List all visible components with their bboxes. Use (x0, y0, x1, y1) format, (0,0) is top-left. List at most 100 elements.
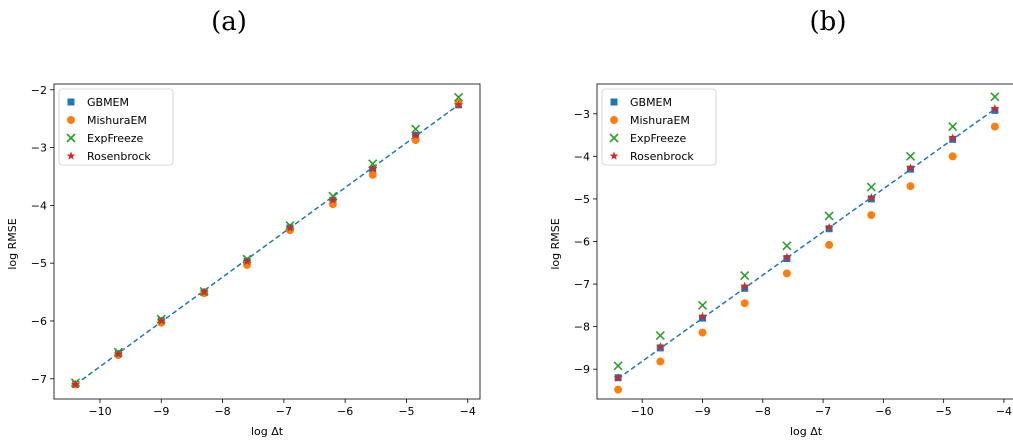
panel-b-legend-marker-2-stroke-2 (609, 133, 619, 143)
panel-b-expfreeze-point-6 (866, 182, 876, 192)
panel-a-x-axis-label: log Δt (251, 425, 284, 438)
panel-b-legend-marker-1 (610, 116, 618, 124)
panel-a-plot-area: −10 −9 −8 −7 −6 −5 −4 −7 −6 −5 −4 −3 −2 GBMEM MishuraE… (31, 83, 481, 418)
panel-a-y-tick-label-2: −5 (31, 257, 47, 270)
panel-b-y-tick-label-2: −7 (574, 278, 590, 291)
panel-a-title: (a) (211, 7, 247, 37)
panel-b-rosenbrock-point-4 (782, 252, 792, 261)
panel-a-y-tick-label-3: −4 (31, 199, 47, 212)
panel-b-legend: GBMEM MishuraEM ExpFreeze Rosenbrock (601, 88, 717, 166)
panel-b-expfreeze-point-0 (613, 361, 623, 371)
panel-b-series-mishuraem (614, 122, 999, 394)
panel-b-rosenbrock-point-0 (613, 373, 623, 382)
panel-a-legend-marker-1 (67, 116, 75, 124)
panel-b-expfreeze-point-2-stroke-2 (697, 300, 708, 310)
panel-b-mishuraem-point-5 (825, 240, 834, 249)
panel-a-legend-label-2: ExpFreeze (87, 132, 144, 145)
panel-b-rosenbrock-point-7 (906, 163, 915, 172)
panel-b-legend-box (601, 88, 717, 166)
panel-a-x-tick-label-1: −9 (153, 405, 169, 418)
panel-a-x-tick-label-6: −4 (460, 405, 476, 418)
panel-a-legend-marker-3 (66, 151, 76, 160)
panel-a-legend-marker-2-stroke-2 (66, 133, 76, 143)
panel-b-rosenbrock-point-2 (698, 311, 707, 321)
panel-b-x-tick-label-1: −9 (694, 405, 710, 418)
panel-a-rosenbrock-point-5 (285, 223, 295, 232)
panel-b-rosenbrock-point-8 (948, 133, 958, 142)
panel-a-legend: GBMEM MishuraEM ExpFreeze Rosenbrock (58, 88, 174, 166)
panel-b-mishuraem-point-4 (782, 269, 791, 278)
panel-b-expfreeze-point-5 (824, 211, 834, 221)
panel-a-x-tick-label-0: −10 (88, 405, 111, 418)
panel-b-plot-area: −10 −9 −8 −7 −6 −5 −4 −9 −8 −7 −6 −5 −4 −3 GBMEM Mishur… (574, 83, 1013, 418)
panel-a-expfreeze-point-8 (411, 124, 421, 134)
panel-b-expfreeze-point-8-stroke-2 (948, 122, 958, 132)
panel-b-rosenbrock-point-1 (655, 342, 665, 351)
panel-a-series-rosenbrock (71, 100, 463, 389)
panel-a-rosenbrock-point-6 (328, 195, 338, 204)
panel-a-rosenbrock-point-9 (454, 100, 463, 109)
panel-b-legend-marker-3 (609, 151, 619, 160)
panel-b-expfreeze-point-2 (697, 300, 708, 310)
panel-b-expfreeze-point-3-stroke-2 (740, 270, 750, 281)
panel-b-y-tick-label-1: −8 (574, 321, 590, 334)
panel-a-y-axis-label: log RMSE (6, 218, 19, 269)
panel-b-rosenbrock-point-9 (990, 104, 1000, 113)
panel-a-axes-frame (53, 83, 481, 400)
panel-b-legend-marker-2 (609, 133, 619, 143)
panel-a-legend-label-0: GBMEM (87, 96, 129, 109)
panel-a: (a) log Δt log RMSE −10 −9 −8 −7 −6 −5 −4−7−6−… (6, 7, 481, 438)
panel-a-y-tick-label-0: −7 (31, 373, 47, 386)
panel-b-y-tick-label-3: −6 (574, 236, 590, 249)
panel-a-y-tick-label-4: −3 (31, 142, 47, 155)
panel-a-legend-label-1: MishuraEM (87, 114, 147, 127)
panel-a-legend-marker-2 (66, 133, 76, 143)
panel-a-y-tick-label-5: −2 (31, 84, 47, 97)
panel-a-mishuraem-point-7 (368, 170, 377, 179)
panel-a-rosenbrock-point-3 (199, 287, 209, 296)
panel-b-x-axis-label: log Δt (790, 425, 823, 438)
panel-b-x-tick-label-2: −8 (755, 405, 771, 418)
panel-b-mishuraem-point-3 (740, 299, 749, 308)
panel-a-rosenbrock-point-8 (411, 130, 421, 140)
panel-b-rosenbrock-point-3 (740, 281, 750, 290)
panel-b-expfreeze-point-9-stroke-2 (990, 92, 1000, 102)
panel-b-series-expfreeze (613, 92, 1000, 371)
panel-a-expfreeze-point-9-stroke-2 (453, 92, 464, 102)
panel-b: (b) log Δt log RMSE −10 −9 −8 −7 −6 −5 −4−9−8−… (549, 7, 1013, 438)
panel-b-mishuraem-point-0 (614, 385, 623, 394)
panel-b-y-tick-label-0: −9 (574, 363, 590, 376)
panel-b-expfreeze-point-3 (740, 270, 750, 281)
panel-b-y-tick-label-6: −3 (574, 108, 590, 121)
panel-a-expfreeze-point-9 (453, 92, 464, 102)
panel-b-legend-label-3: Rosenbrock (630, 150, 694, 163)
panel-b-legend-label-2: ExpFreeze (630, 132, 687, 145)
panel-b-expfreeze-point-4 (782, 241, 792, 251)
panel-a-x-tick-label-4: −6 (337, 405, 353, 418)
panel-b-mishuraem-point-1 (656, 357, 665, 366)
panel-a-legend-marker-0 (67, 98, 75, 106)
panel-a-fit-line (75, 104, 459, 386)
panel-b-gbmem-point-3 (741, 284, 749, 292)
panel-a-rosenbrock-point-0 (71, 379, 80, 389)
panel-a-y-tick-label-1: −6 (31, 315, 47, 328)
panel-a-rosenbrock-point-2 (156, 316, 166, 325)
panel-b-x-tick-label-3: −7 (815, 405, 831, 418)
panel-b-fit-line (617, 108, 996, 380)
panel-b-expfreeze-point-8 (948, 122, 958, 132)
panel-a-x-tick-label-3: −7 (276, 405, 292, 418)
panel-b-expfreeze-point-1-stroke-2 (655, 331, 665, 341)
panel-b-mishuraem-point-2 (698, 328, 707, 337)
panel-a-x-tick-label-2: −8 (214, 405, 230, 418)
panel-b-legend-label-0: GBMEM (630, 96, 672, 109)
panel-b-mishuraem-point-9 (990, 122, 999, 131)
panel-a-x-tick-label-5: −5 (398, 405, 414, 418)
panel-b-y-tick-label-5: −4 (574, 150, 590, 163)
panel-b-y-axis-label: log RMSE (549, 218, 562, 269)
panel-b-title: (b) (810, 7, 847, 37)
panel-b-expfreeze-point-7-stroke-2 (905, 151, 916, 161)
panel-b-x-tick-label-5: −5 (936, 405, 952, 418)
panel-b-y-tick-label-4: −5 (574, 193, 590, 206)
panel-a-rosenbrock-point-4 (242, 256, 252, 266)
